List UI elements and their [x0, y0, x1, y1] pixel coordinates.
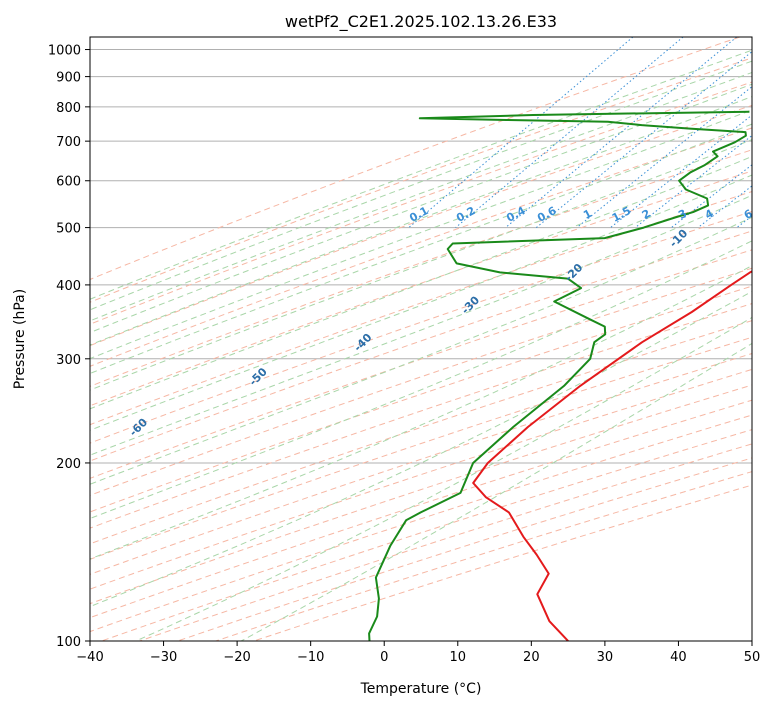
dry-adiabat	[90, 230, 752, 462]
x-tick-label: −30	[150, 650, 177, 665]
mixing-ratio-lines	[408, 37, 752, 228]
y-tick-label: 900	[56, 71, 81, 86]
x-tick-label: 30	[597, 650, 614, 665]
plot-frame	[89, 36, 753, 642]
moist-adiabat	[90, 109, 752, 360]
moist-adiabat	[240, 342, 752, 641]
y-axis-ticks: 100 200 300 400 500 600 700 800 900 1000	[48, 44, 90, 650]
dry-adiabat	[90, 285, 752, 513]
moist-adiabat	[90, 174, 752, 431]
mixing-ratio-line	[408, 37, 634, 228]
moist-adiabat	[90, 96, 752, 346]
moist-adiabat	[90, 240, 752, 520]
x-tick-label: 50	[744, 650, 761, 665]
y-tick-label: 800	[56, 101, 81, 116]
x-tick-label: 0	[380, 650, 388, 665]
x-axis-title: Temperature (°C)	[360, 681, 482, 697]
moist-adiabat	[90, 216, 752, 485]
moist-adiabat	[90, 139, 752, 391]
y-axis-title: Pressure (hPa)	[12, 289, 28, 389]
moist-adiabat	[134, 316, 752, 641]
y-tick-label: 300	[56, 353, 81, 368]
moist-adiabat	[90, 60, 752, 311]
dry-adiabat	[90, 368, 752, 590]
x-tick-label: 40	[670, 650, 687, 665]
chart-title: wetPf2_C2E1.2025.102.13.26.E33	[285, 12, 557, 32]
y-tick-label: 400	[56, 279, 81, 294]
mixing-ratio-line	[634, 134, 752, 228]
moist-adiabat	[90, 123, 752, 374]
mixing-ratio-label: 6	[742, 207, 755, 222]
dry-adiabat	[90, 210, 752, 444]
dry-adiabat	[90, 57, 752, 303]
x-tick-label: 20	[523, 650, 540, 665]
dry-adiabat	[90, 267, 752, 496]
x-tick-label: −20	[223, 650, 250, 665]
x-tick-label: 10	[450, 650, 467, 665]
y-tick-label: 200	[56, 457, 81, 472]
dry-adiabat	[90, 149, 752, 387]
y-tick-label: 500	[56, 222, 81, 237]
moist-adiabat	[90, 155, 752, 410]
profile-series	[368, 110, 752, 641]
moist-adiabat	[90, 49, 752, 300]
x-axis-ticks: −40 −30 −20 −10 0 10 20 30 40 50	[76, 641, 760, 665]
moist-adiabat	[90, 71, 752, 322]
x-tick-label: −10	[297, 650, 324, 665]
mixing-ratio-line	[576, 85, 752, 228]
y-tick-label: 1000	[48, 44, 81, 59]
y-tick-label: 700	[56, 135, 81, 150]
temperature-line	[472, 270, 752, 641]
mixing-ratio-line	[610, 114, 752, 228]
dry-adiabat	[90, 37, 740, 280]
dewpoint-line	[368, 110, 750, 641]
x-tick-label: −40	[76, 650, 103, 665]
y-tick-label: 100	[56, 635, 81, 650]
dry-adiabat	[90, 320, 752, 545]
y-tick-label: 600	[56, 175, 81, 190]
mixing-ratio-line	[455, 37, 684, 228]
moist-adiabats	[90, 49, 752, 641]
